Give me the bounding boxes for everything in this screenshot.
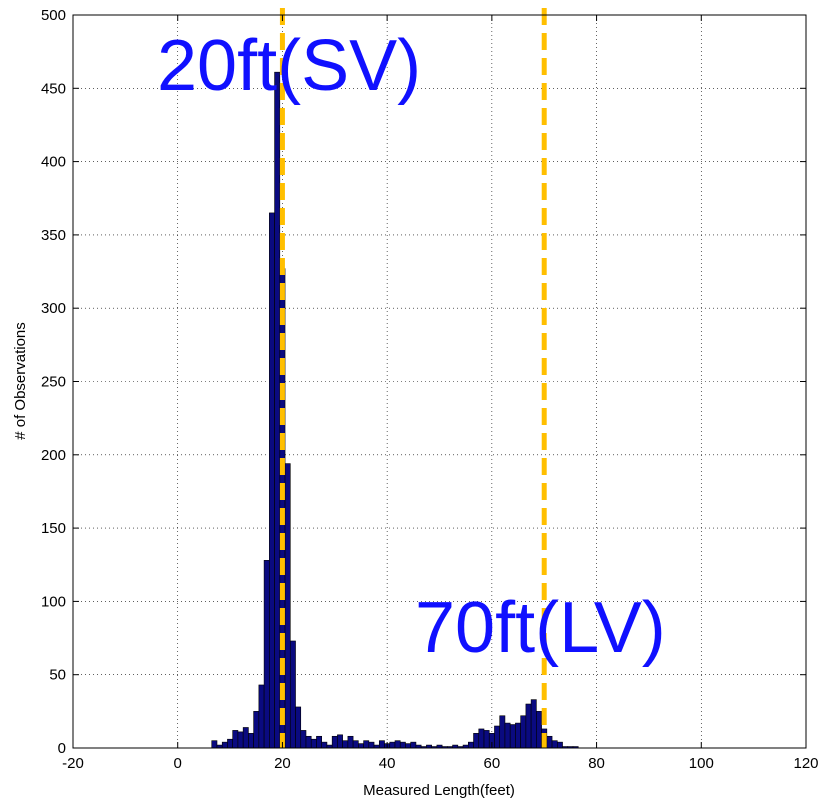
histogram-bar — [316, 735, 322, 749]
histogram-bar — [546, 735, 553, 749]
histogram-bar — [394, 740, 401, 749]
histogram-bar — [405, 743, 412, 749]
y-tick-label: 150 — [41, 520, 66, 537]
histogram-bar — [389, 741, 396, 749]
plot-area — [73, 15, 806, 748]
y-tick-label: 250 — [41, 374, 66, 391]
histogram-bar — [515, 722, 521, 749]
histogram-bar — [499, 715, 506, 749]
histogram-bar — [342, 740, 349, 749]
reference-lines — [279, 8, 547, 748]
histogram-bar — [494, 725, 501, 749]
x-tick-label: 120 — [793, 755, 818, 772]
y-tick-label: 0 — [58, 740, 66, 757]
histogram-bar — [478, 728, 485, 749]
histogram-bar — [258, 684, 265, 749]
histogram-bar — [410, 741, 417, 749]
x-tick-label: -20 — [62, 755, 84, 772]
histogram-bar — [232, 730, 239, 749]
histogram-bar — [399, 741, 406, 749]
histogram-bar — [321, 741, 328, 749]
histogram-bar — [363, 740, 370, 749]
y-tick-label: 500 — [41, 7, 66, 24]
histogram-bar — [337, 734, 343, 749]
histogram-bar — [509, 724, 516, 749]
y-tick-label: 450 — [41, 80, 66, 97]
axis-ticks: -20 0 20 40 60 80 100 1200501001502002503003504… — [41, 7, 819, 772]
histogram-bar — [274, 71, 281, 749]
histogram-bar — [504, 722, 511, 749]
histogram-bar — [331, 735, 338, 749]
y-tick-label: 200 — [41, 447, 66, 464]
histogram-bar — [242, 727, 249, 749]
histogram-bar — [530, 699, 537, 749]
y-tick-label: 300 — [41, 300, 66, 317]
histogram-bar — [520, 715, 527, 749]
histogram-bar — [347, 735, 354, 749]
histogram-bar — [473, 733, 480, 749]
histogram-bar — [368, 741, 375, 749]
histogram-bar — [467, 741, 474, 749]
x-axis-label: Measured Length(feet) — [363, 782, 515, 799]
histogram-bar — [263, 560, 270, 749]
histogram-bar — [352, 740, 359, 749]
y-tick-label: 50 — [49, 667, 66, 684]
y-tick-label: 350 — [41, 227, 66, 244]
histogram-bar — [525, 703, 532, 749]
histogram-bar — [358, 743, 364, 749]
histogram-bar — [378, 740, 385, 749]
histogram-bar — [289, 640, 296, 749]
x-tick-label: 20 — [274, 755, 291, 772]
y-tick-label: 100 — [41, 593, 66, 610]
histogram-bar — [300, 730, 307, 749]
y-tick-label: 400 — [41, 154, 66, 171]
histogram-bar — [310, 738, 317, 749]
histogram-bar — [269, 212, 275, 749]
histogram-bar — [221, 741, 228, 749]
histogram-bar — [551, 740, 558, 749]
y-axis-label: # of Observations — [12, 322, 29, 440]
histogram-bar — [557, 741, 563, 749]
x-tick-label: 0 — [174, 755, 182, 772]
histogram-bar — [284, 463, 291, 749]
annotation-label: 70ft(LV) — [415, 588, 666, 668]
x-tick-label: 80 — [588, 755, 605, 772]
annotations: 20ft(SV) 70ft(LV) — [157, 26, 666, 668]
x-tick-label: 60 — [484, 755, 501, 772]
x-tick-label: 100 — [689, 755, 714, 772]
histogram-bar — [253, 711, 260, 749]
annotation-label: 20ft(SV) — [157, 26, 421, 106]
histogram-bar — [211, 740, 218, 749]
x-tick-label: 40 — [379, 755, 396, 772]
histogram-bar — [248, 733, 254, 749]
histogram-bar — [237, 731, 244, 749]
histogram-bar — [305, 735, 312, 749]
histogram-bar — [483, 730, 490, 749]
histogram-bar — [295, 706, 302, 749]
histogram-bar — [227, 738, 233, 749]
histogram-bar — [536, 711, 542, 749]
